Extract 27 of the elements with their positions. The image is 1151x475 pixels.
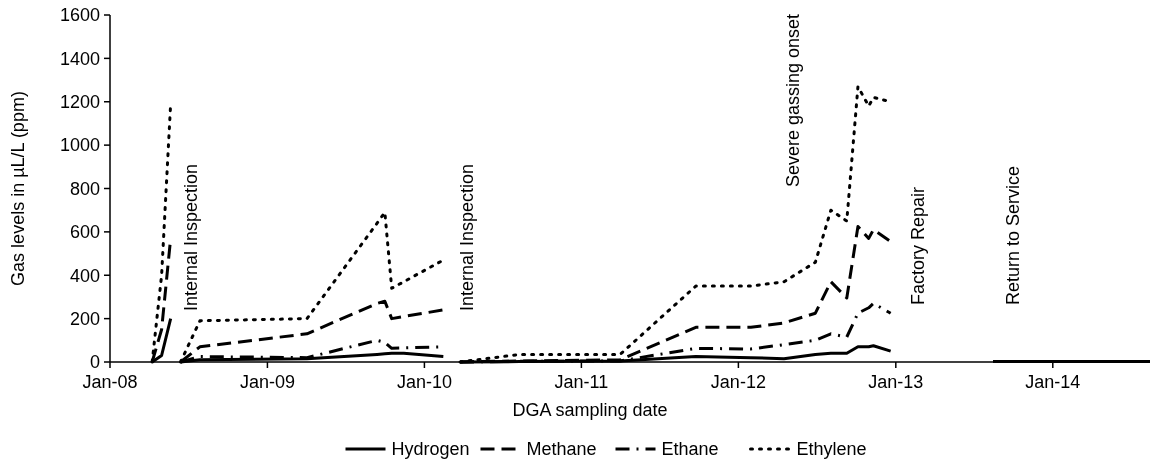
x-tick-label: Jan-10	[396, 372, 452, 392]
y-tick-label: 1000	[59, 135, 100, 156]
y-tick-label: 0	[89, 352, 100, 373]
x-tick-label: Jan-14	[1025, 372, 1081, 392]
x-tick-label: Jan-09	[239, 372, 295, 392]
annotation: Severe gassing onset	[783, 13, 803, 187]
legend-label: Ethane	[661, 439, 719, 459]
y-tick-label: 1400	[59, 48, 100, 69]
legend-label: Ethylene	[796, 439, 867, 459]
y-tick-label: 200	[69, 308, 100, 329]
y-tick-label: 400	[69, 265, 100, 286]
annotation: Internal Inspection	[181, 163, 201, 311]
annotation: Factory Repair	[908, 186, 928, 305]
x-tick-label: Jan-13	[868, 372, 924, 392]
y-tick-label: 1600	[59, 5, 100, 26]
legend-label: Hydrogen	[391, 439, 470, 459]
y-tick-label: 800	[69, 178, 100, 199]
y-tick-label: 1200	[59, 92, 100, 113]
legend-label: Methane	[526, 439, 597, 459]
x-tick-label: Jan-12	[710, 372, 766, 392]
annotation: Return to Service	[1003, 165, 1023, 305]
x-axis-title: DGA sampling date	[512, 400, 668, 420]
annotation: Internal Inspection	[457, 163, 477, 311]
x-tick-label: Jan-08	[82, 372, 138, 392]
y-tick-label: 600	[69, 222, 100, 243]
x-tick-label: Jan-11	[554, 372, 609, 392]
y-axis-title: Gas levels in µL/L (ppm)	[8, 91, 28, 286]
